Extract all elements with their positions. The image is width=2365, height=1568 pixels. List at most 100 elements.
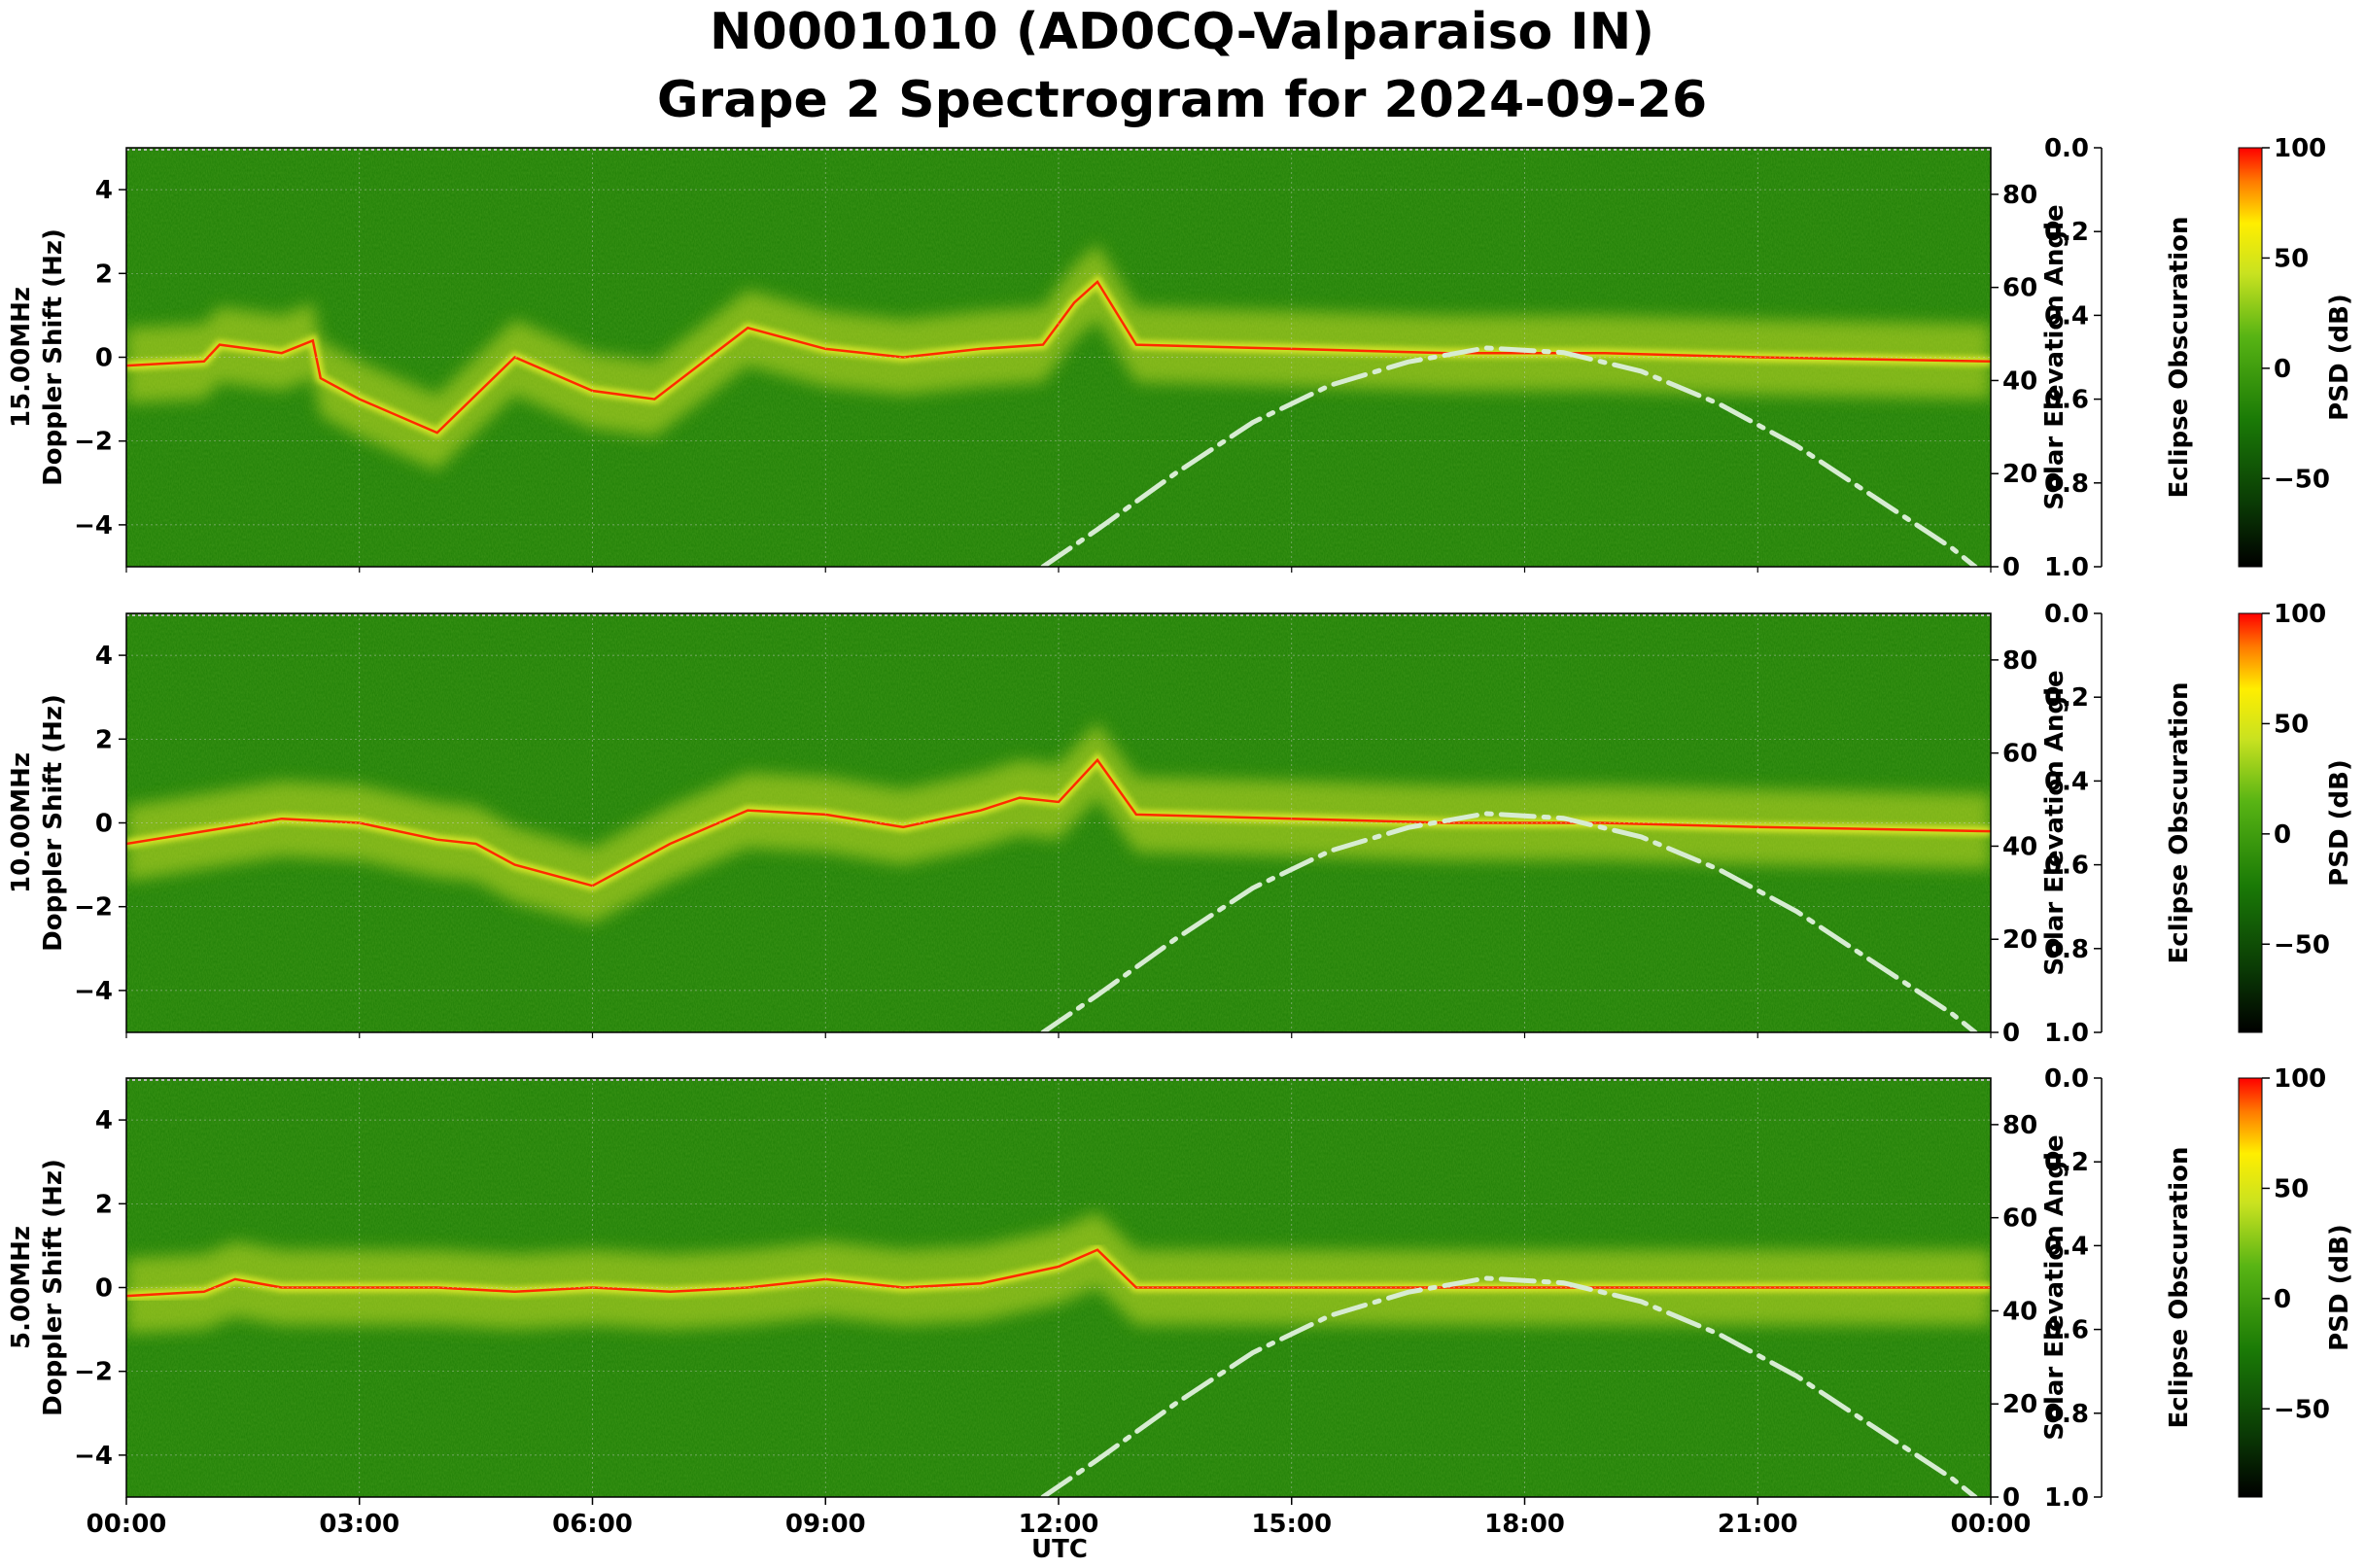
x-axis-label: UTC [1031, 1535, 1088, 1564]
y-tick-label: −4 [74, 977, 113, 1006]
colorbar-tick-label: 100 [2274, 600, 2326, 629]
x-tick-label: 00:00 [87, 1510, 167, 1539]
eclipse-tick-label: 1.0 [2044, 1483, 2089, 1513]
x-tick-label: 03:00 [319, 1510, 400, 1539]
panel-5.00MHz: 420−2−45.00MHz Doppler Shift (Hz)02040608… [7, 1064, 2354, 1539]
colorbar-label: PSD (dB) [2325, 759, 2354, 887]
eclipse-tick-label: 0.8 [2044, 1400, 2089, 1429]
eclipse-tick-label: 0.2 [2044, 683, 2089, 713]
title-line-1: N0001010 (AD0CQ-Valparaiso IN) [710, 3, 1654, 61]
eclipse-tick-label: 0.6 [2044, 852, 2089, 881]
elevation-tick-label: 40 [2002, 366, 2037, 396]
y-tick-label: −2 [74, 893, 113, 923]
colorbar [2238, 1077, 2263, 1498]
eclipse-axis-label: Eclipse Obscuration [2165, 682, 2194, 964]
elevation-tick-label: 60 [2002, 274, 2037, 303]
eclipse-tick-label: 0.6 [2044, 1316, 2089, 1345]
doppler-trace [126, 1248, 1991, 1298]
y-tick-label: −2 [74, 1358, 113, 1387]
x-tick-label: 21:00 [1718, 1510, 1798, 1539]
panel-frequency-label: 5.00MHz [7, 1226, 36, 1349]
colorbar-label: PSD (dB) [2325, 294, 2354, 421]
x-tick-label: 12:00 [1019, 1510, 1099, 1539]
eclipse-tick-label: 0.4 [2044, 301, 2089, 331]
colorbar-tick-label: 0 [2274, 355, 2291, 384]
x-tick-label: 18:00 [1484, 1510, 1565, 1539]
eclipse-tick-label: 1.0 [2044, 553, 2089, 582]
y-tick-label: 2 [95, 725, 113, 754]
panel-frequency-label: 15.00MHz [7, 287, 36, 428]
colorbar-label: PSD (dB) [2325, 1224, 2354, 1351]
colorbar-tick-label: 100 [2274, 1064, 2326, 1094]
spectrogram-area [126, 1078, 1991, 1497]
y-tick-label: 0 [95, 810, 113, 839]
elevation-tick-label: 40 [2002, 832, 2037, 861]
colorbar-tick-label: 0 [2274, 820, 2291, 850]
colorbar-tick-label: 50 [2274, 1174, 2309, 1203]
elevation-tick-label: 80 [2002, 181, 2037, 210]
elevation-tick-label: 20 [2002, 460, 2037, 489]
elevation-tick-label: 20 [2002, 1390, 2037, 1419]
elevation-tick-label: 80 [2002, 646, 2037, 676]
colorbar-tick-label: 0 [2274, 1285, 2291, 1314]
solar-elevation-curve [1040, 1275, 1978, 1497]
panel-15.00MHz: 420−2−415.00MHz Doppler Shift (Hz)0204060… [7, 134, 2354, 582]
y-tick-label: −4 [74, 1442, 113, 1471]
eclipse-tick-label: 0.6 [2044, 386, 2089, 415]
colorbar-tick-label: −50 [2274, 465, 2330, 494]
eclipse-tick-label: 0.0 [2044, 134, 2089, 163]
eclipse-axis-label: Eclipse Obscuration [2165, 1147, 2194, 1429]
spectrogram-area [126, 148, 1991, 567]
elevation-tick-label: 0 [2002, 553, 2020, 582]
colorbar-tick-label: 50 [2274, 244, 2309, 273]
eclipse-tick-label: 0.0 [2044, 600, 2089, 629]
y-tick-label: 4 [95, 1106, 113, 1135]
panel-frequency-label: 10.00MHz [7, 752, 36, 893]
colorbar-tick-label: 100 [2274, 134, 2326, 163]
y-tick-label: 0 [95, 1274, 113, 1304]
grid [126, 1078, 1991, 1497]
eclipse-tick-label: 1.0 [2044, 1019, 2089, 1048]
colorbar-tick-label: 50 [2274, 710, 2309, 739]
eclipse-axis-label: Eclipse Obscuration [2165, 217, 2194, 499]
solar-elevation-curve [1040, 811, 1978, 1032]
x-tick-label: 15:00 [1251, 1510, 1332, 1539]
grid [126, 613, 1991, 1032]
elevation-tick-label: 60 [2002, 740, 2037, 769]
x-tick-label: 00:00 [1951, 1510, 2032, 1539]
x-tick-label: 06:00 [552, 1510, 633, 1539]
eclipse-tick-label: 0.4 [2044, 1232, 2089, 1261]
elevation-axis-label: Solar Elevation Angle [2040, 204, 2069, 509]
x-tick-label: 09:00 [785, 1510, 866, 1539]
y-tick-label: 4 [95, 642, 113, 671]
elevation-axis-label: Solar Elevation Angle [2040, 670, 2069, 975]
y-tick-label: −4 [74, 511, 113, 540]
elevation-tick-label: 20 [2002, 925, 2037, 955]
elevation-tick-label: 0 [2002, 1019, 2020, 1048]
title-line-2: Grape 2 Spectrogram for 2024-09-26 [657, 71, 1707, 129]
doppler-axis-label: Doppler Shift (Hz) [39, 228, 68, 486]
eclipse-tick-label: 0.2 [2044, 1148, 2089, 1177]
doppler-axis-label: Doppler Shift (Hz) [39, 1159, 68, 1416]
eclipse-tick-label: 0.0 [2044, 1064, 2089, 1094]
elevation-tick-label: 80 [2002, 1111, 2037, 1140]
y-tick-label: 2 [95, 1190, 113, 1219]
y-tick-label: 4 [95, 176, 113, 205]
colorbar-tick-label: −50 [2274, 930, 2330, 959]
panel-10.00MHz: 420−2−410.00MHz Doppler Shift (Hz)0204060… [7, 600, 2354, 1048]
y-tick-label: 2 [95, 260, 113, 289]
grid [126, 148, 1991, 567]
elevation-tick-label: 60 [2002, 1204, 2037, 1234]
eclipse-tick-label: 0.8 [2044, 935, 2089, 964]
colorbar [2238, 147, 2263, 568]
eclipse-tick-label: 0.8 [2044, 470, 2089, 499]
y-tick-label: −2 [74, 428, 113, 457]
y-tick-label: 0 [95, 344, 113, 373]
eclipse-tick-label: 0.4 [2044, 767, 2089, 796]
doppler-axis-label: Doppler Shift (Hz) [39, 694, 68, 952]
doppler-trace [126, 757, 1991, 888]
colorbar-tick-label: −50 [2274, 1395, 2330, 1424]
doppler-trace [126, 279, 1991, 435]
solar-elevation-curve [1040, 345, 1978, 567]
